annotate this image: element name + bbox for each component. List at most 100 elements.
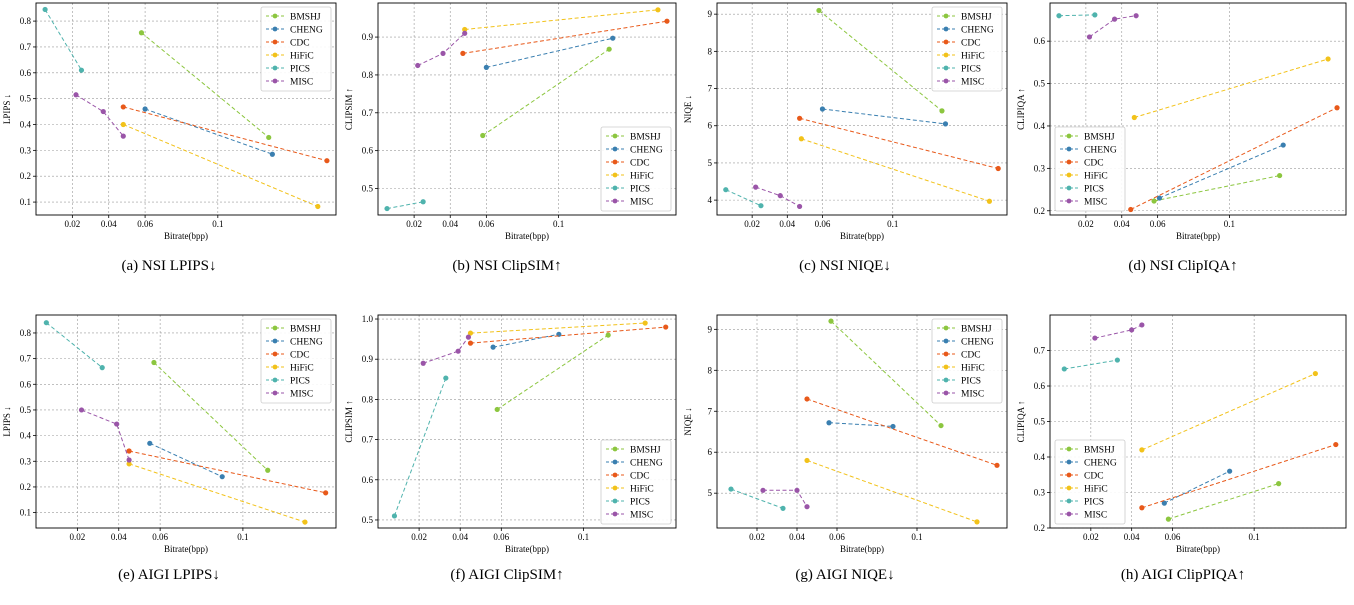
y-tick-label: 0.5 bbox=[20, 405, 32, 415]
x-axis-label: Bitrate(bpp) bbox=[164, 231, 208, 241]
plot-frame bbox=[35, 314, 337, 529]
data-point-bmshj bbox=[1277, 172, 1283, 179]
data-point-cheng bbox=[147, 440, 153, 446]
y-tick-label: 0.3 bbox=[1034, 488, 1046, 498]
data-point-misc bbox=[794, 487, 800, 493]
data-point-pics bbox=[728, 486, 734, 492]
data-point-pics bbox=[42, 6, 48, 13]
y-tick-label: 7 bbox=[708, 406, 713, 416]
data-point-cheng bbox=[490, 344, 496, 350]
x-tick-label: 0.02 bbox=[64, 219, 80, 229]
legend-marker bbox=[943, 325, 949, 331]
legend-marker bbox=[612, 459, 618, 465]
x-tick-label: 0.02 bbox=[70, 532, 86, 542]
data-point-misc bbox=[465, 334, 472, 340]
data-point-misc bbox=[420, 360, 426, 366]
legend-marker bbox=[612, 198, 618, 204]
y-axis-label: CLIPSIM ↑ bbox=[344, 88, 354, 130]
y-tick-label: 0.5 bbox=[362, 184, 374, 194]
legend-marker bbox=[272, 325, 278, 331]
x-tick-label: 0.02 bbox=[1083, 532, 1099, 542]
legend-label: PICS bbox=[1084, 185, 1104, 195]
x-axis-label: Bitrate(bpp) bbox=[164, 544, 208, 554]
y-tick-label: 0.6 bbox=[362, 146, 374, 156]
y-tick-label: 0.1 bbox=[20, 197, 31, 207]
legend-marker bbox=[943, 13, 949, 19]
legend-marker bbox=[1066, 511, 1072, 517]
legend-label: PICS bbox=[630, 498, 650, 508]
x-tick-label: 0.06 bbox=[137, 219, 153, 229]
legend-marker bbox=[272, 52, 278, 58]
data-point-bmshj bbox=[494, 406, 500, 413]
data-point-bmshj bbox=[266, 134, 272, 141]
y-tick-label: 0.8 bbox=[20, 16, 32, 26]
data-point-misc bbox=[1133, 13, 1139, 19]
series-line-hific bbox=[464, 9, 658, 30]
plot-frame bbox=[1049, 2, 1347, 216]
legend-label: CDC bbox=[1084, 472, 1104, 482]
chart-panel-2: 0.02 0.04 0.06 0.1 0.5 0.6 0.7 0.8 0.9 Bitrate(bp… bbox=[344, 2, 677, 241]
data-point-cdc bbox=[1128, 206, 1134, 213]
y-tick-label: 0.9 bbox=[362, 354, 374, 364]
y-axis-label: CLIPIQA ↑ bbox=[1016, 88, 1026, 130]
y-tick-label: 0.2 bbox=[20, 171, 31, 181]
y-axis-label: NIQE ↓ bbox=[683, 407, 693, 435]
data-point-misc bbox=[777, 193, 783, 199]
series-line-bmshj bbox=[1153, 175, 1280, 202]
legend-label: BMSHJ bbox=[961, 13, 992, 23]
series-line-misc bbox=[417, 32, 466, 66]
legend-marker bbox=[612, 146, 618, 152]
legend: BMSHJ CHENG CDC HiFiC PICS MISC bbox=[931, 318, 1003, 404]
data-point-cdc bbox=[323, 490, 329, 496]
plot-frame bbox=[716, 314, 1008, 529]
y-tick-label: 0.5 bbox=[20, 94, 32, 104]
legend-marker bbox=[943, 351, 949, 357]
legend-marker bbox=[943, 390, 949, 396]
legend-label: BMSHJ bbox=[1084, 133, 1115, 143]
y-tick-label: 8 bbox=[708, 365, 713, 375]
series-line-hific bbox=[1134, 58, 1329, 118]
data-point-cheng bbox=[819, 106, 826, 112]
data-point-hific bbox=[462, 26, 468, 33]
series-line-cheng bbox=[493, 333, 559, 348]
series-line-cdc bbox=[806, 398, 998, 466]
legend-marker bbox=[272, 364, 278, 370]
legend: BMSHJ CHENG CDC HiFiC PICS MISC bbox=[931, 6, 1003, 92]
x-tick-label: 0.02 bbox=[749, 532, 765, 542]
legend-box bbox=[1054, 126, 1126, 212]
data-point-misc bbox=[455, 348, 461, 354]
series-line-misc bbox=[763, 489, 808, 507]
y-tick-label: 7 bbox=[708, 84, 713, 94]
legend-label: BMSHJ bbox=[290, 325, 321, 335]
legend-label: MISC bbox=[630, 198, 653, 208]
series-line-hific bbox=[806, 459, 978, 523]
data-point-cdc bbox=[994, 462, 1000, 468]
data-point-cdc bbox=[460, 50, 466, 56]
data-point-cdc bbox=[467, 340, 474, 346]
data-point-cdc bbox=[126, 448, 132, 454]
data-point-misc bbox=[753, 184, 759, 190]
legend-label: CDC bbox=[630, 472, 650, 482]
y-tick-label: 0.4 bbox=[1034, 121, 1046, 131]
series-line-cheng bbox=[1159, 144, 1284, 199]
y-tick-label: 0.8 bbox=[362, 70, 374, 80]
legend-marker bbox=[612, 133, 618, 139]
data-point-cheng bbox=[483, 64, 489, 70]
legend-marker bbox=[943, 377, 949, 383]
data-point-bmshj bbox=[265, 467, 271, 473]
legend-box bbox=[1054, 439, 1126, 525]
legend-marker bbox=[943, 39, 949, 45]
data-point-bmshj bbox=[1165, 516, 1171, 522]
plot-frame bbox=[377, 314, 677, 529]
data-point-bmshj bbox=[480, 132, 486, 139]
legend-label: HiFiC bbox=[290, 364, 314, 374]
legend-label: HiFiC bbox=[961, 364, 985, 374]
x-tick-label: 0.1 bbox=[887, 219, 898, 229]
chart-panel-1: 0.02 0.04 0.06 0.1 0.1 0.2 0.3 0.4 0.5 0.6 0.7 0.8 B… bbox=[2, 2, 337, 241]
y-tick-label: 0.6 bbox=[1034, 381, 1046, 391]
y-tick-label: 9 bbox=[708, 324, 713, 334]
figure-caption: (d) NSI ClipIQA↑ bbox=[1128, 258, 1238, 274]
legend-marker bbox=[272, 351, 278, 357]
x-tick-label: 0.1 bbox=[1224, 219, 1235, 229]
legend-label: MISC bbox=[1084, 511, 1107, 521]
